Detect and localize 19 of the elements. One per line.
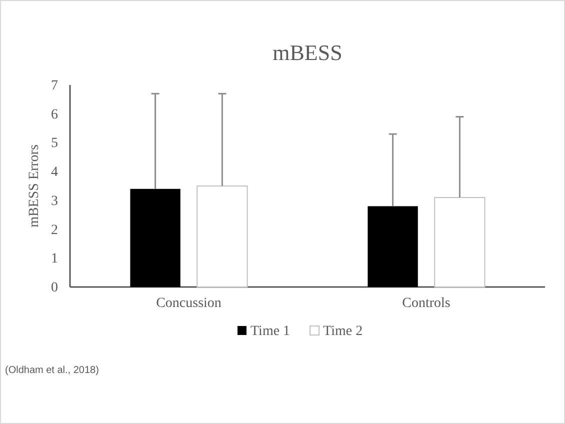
y-tick-label: 5 xyxy=(51,136,58,152)
y-axis-title: mBESS Errors xyxy=(27,144,42,228)
legend-label: Time 2 xyxy=(323,324,363,339)
legend-label: Time 1 xyxy=(250,324,290,339)
bar xyxy=(434,197,486,288)
text: (Oldham et al., 2018) xyxy=(5,365,99,376)
x-tick-label: Controls xyxy=(402,296,450,311)
y-tick-label: 2 xyxy=(51,222,58,238)
chart-title: mBESS xyxy=(272,40,342,65)
y-tick-label: 6 xyxy=(51,107,58,122)
y-tick-label: 3 xyxy=(51,194,58,209)
bar xyxy=(130,188,180,287)
y-tick-label: 1 xyxy=(51,252,58,267)
y-tick-label: 0 xyxy=(51,280,58,296)
bar xyxy=(368,206,418,287)
y-tick-label: 7 xyxy=(51,78,58,94)
x-tick-label: Concussion xyxy=(156,296,222,311)
bar xyxy=(196,186,248,288)
y-tick-label: 4 xyxy=(51,165,58,180)
